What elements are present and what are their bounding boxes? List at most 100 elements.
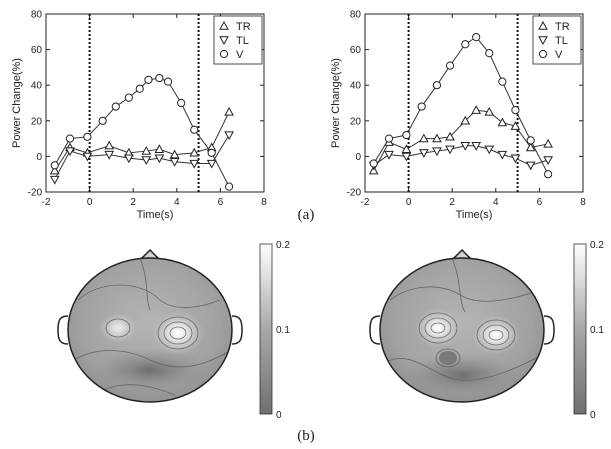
data-point-v <box>177 98 186 108</box>
caption-b: (b) <box>297 428 315 444</box>
legend-marker-tl <box>538 36 548 46</box>
data-point-v <box>432 81 442 90</box>
data-point-v <box>485 49 494 58</box>
data-point-tl <box>65 147 75 157</box>
x-tick-label: -2 <box>361 197 370 208</box>
data-point-tl <box>169 158 180 167</box>
data-point-tl <box>525 161 536 171</box>
colorbar-tick-max: 0.2 <box>276 240 290 251</box>
data-point-tl <box>224 131 234 141</box>
y-tick-label: 40 <box>350 81 362 92</box>
y-tick-label: 60 <box>350 45 362 56</box>
data-point-tl <box>49 175 60 185</box>
data-point-v <box>402 130 411 140</box>
x-tick-label: 0 <box>87 197 93 208</box>
y-axis-label: Power Change(%) <box>11 58 23 148</box>
x-tick-label: 4 <box>174 197 180 208</box>
y-tick-label: 80 <box>31 10 43 21</box>
data-point-v <box>50 161 59 170</box>
data-point-tl <box>510 154 521 164</box>
colorbar-tick-min: 0 <box>590 410 596 421</box>
data-point-tl <box>141 156 152 165</box>
left-ear-icon <box>57 315 69 345</box>
right-ear-icon <box>543 315 555 345</box>
data-point-v <box>225 182 234 191</box>
legend-label-tr: TR <box>555 21 570 33</box>
y-tick-label: 80 <box>350 10 362 21</box>
colorbar-right: 0.2 0.1 0 <box>573 240 604 421</box>
y-tick-label: 40 <box>31 81 43 92</box>
data-point-v <box>461 40 470 49</box>
data-point-v <box>472 33 481 42</box>
x-tick-label: 2 <box>130 197 136 208</box>
data-point-v <box>163 77 173 86</box>
data-point-tl <box>484 145 495 155</box>
x-tick-label: 6 <box>218 197 224 208</box>
hotspot-left-central <box>98 312 138 344</box>
x-tick-label: 2 <box>449 197 455 208</box>
x-tick-label: 8 <box>580 197 586 208</box>
y-tick-label: -20 <box>347 188 362 199</box>
legend-marker-tr <box>219 20 229 30</box>
legend-marker-v <box>538 49 548 59</box>
data-point-tr <box>525 142 536 152</box>
data-point-v <box>83 132 92 141</box>
data-point-tr <box>543 138 553 148</box>
legend-label-tl: TL <box>555 35 568 47</box>
data-point-tr <box>484 106 495 116</box>
x-tick-label: 0 <box>406 197 412 208</box>
colorbar-tick-max: 0.2 <box>590 240 604 251</box>
data-point-tl <box>419 149 429 158</box>
hotspot-right-central <box>152 311 204 355</box>
data-point-v <box>511 106 520 115</box>
data-point-v <box>498 77 507 86</box>
hotspot-left-posterior <box>439 351 457 365</box>
data-point-tr <box>224 106 234 116</box>
data-point-tl <box>104 150 115 160</box>
scalp-topomap-left <box>57 248 243 403</box>
y-tick-label: 0 <box>355 152 361 163</box>
data-point-v <box>207 148 216 157</box>
data-point-tr <box>471 105 482 114</box>
data-point-v <box>544 170 553 179</box>
data-point-v <box>384 134 394 143</box>
scalp-topomap-right <box>369 248 555 403</box>
colorbar-tick-mid: 0.1 <box>276 325 290 336</box>
x-tick-label: -2 <box>42 197 51 208</box>
data-point-tr <box>460 115 471 125</box>
caption-a: (a) <box>298 207 315 223</box>
data-point-tr <box>432 133 442 143</box>
legend-label-tl: TL <box>236 35 249 47</box>
data-point-tr <box>445 131 455 141</box>
data-point-tr <box>49 165 60 175</box>
x-axis-label: Time(s) <box>456 209 493 221</box>
data-point-v <box>190 125 199 134</box>
colorbar-tick-min: 0 <box>276 410 282 421</box>
data-point-tr <box>141 146 152 155</box>
data-point-tr <box>104 140 115 150</box>
hotspot-right-central <box>472 315 520 355</box>
data-point-tl <box>401 152 412 162</box>
data-point-v <box>155 73 164 83</box>
data-point-tl <box>82 152 93 162</box>
data-point-v <box>98 116 107 125</box>
x-tick-label: 8 <box>261 197 267 208</box>
data-point-v <box>369 159 378 168</box>
right-ear-icon <box>231 315 243 345</box>
data-point-v <box>526 136 535 145</box>
x-tick-label: 4 <box>493 197 499 208</box>
data-point-v <box>111 102 120 111</box>
data-point-tl <box>206 159 217 169</box>
data-point-tl <box>154 154 165 164</box>
data-point-v <box>144 75 153 84</box>
y-tick-label: 20 <box>31 116 43 127</box>
y-tick-label: 0 <box>36 152 42 163</box>
data-point-tl <box>471 142 482 151</box>
data-point-v <box>417 102 426 111</box>
data-point-tl <box>460 142 471 151</box>
data-point-v <box>124 93 133 102</box>
y-axis-label: Power Change(%) <box>330 58 342 148</box>
data-point-tr <box>510 121 521 130</box>
